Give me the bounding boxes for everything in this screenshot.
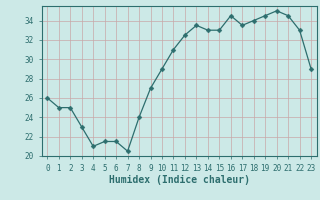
X-axis label: Humidex (Indice chaleur): Humidex (Indice chaleur)	[109, 175, 250, 185]
